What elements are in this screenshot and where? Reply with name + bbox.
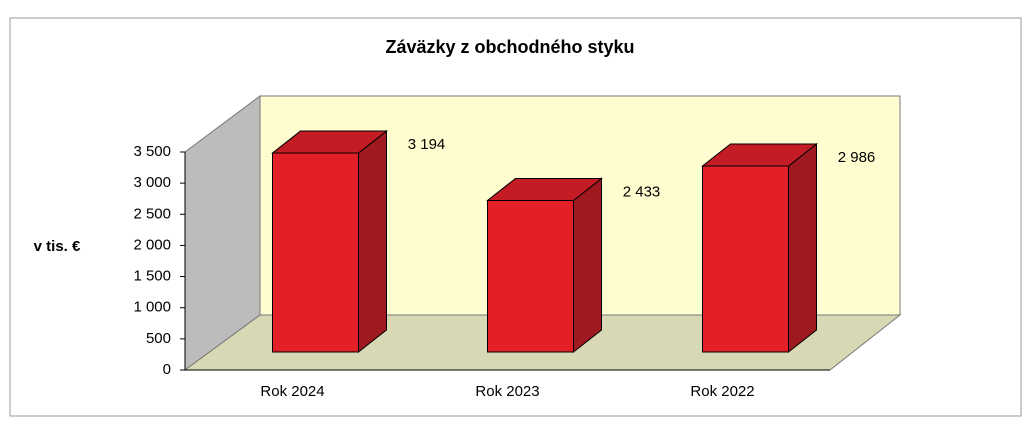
bar-side [573, 177, 602, 354]
bar-top [701, 143, 818, 167]
value-label: 3 194 [408, 136, 446, 153]
value-label: 2 986 [838, 149, 876, 166]
y-tick-label: 3 500 [133, 143, 171, 160]
bar-side [358, 130, 387, 354]
bar [701, 142, 818, 354]
y-tick-label: 2 500 [133, 205, 171, 222]
value-label: 2 433 [623, 183, 661, 200]
y-axis-label: v tis. € [34, 238, 81, 255]
bar-side [788, 142, 817, 354]
y-tick-label: 1 500 [133, 268, 171, 285]
y-tick-label: 1 000 [133, 299, 171, 316]
y-tick-label: 0 [163, 361, 171, 378]
bar-top [486, 177, 603, 201]
x-tick-label: Rok 2023 [475, 383, 539, 400]
bar-front [702, 165, 789, 353]
x-tick-label: Rok 2022 [690, 383, 754, 400]
bar-front [487, 199, 574, 353]
bar [486, 177, 603, 354]
bar-top [271, 130, 388, 154]
y-tick-label: 3 000 [133, 174, 171, 191]
y-tick-label: 500 [146, 330, 171, 347]
x-tick-label: Rok 2024 [260, 383, 324, 400]
bar-front [272, 152, 359, 353]
chart-title: Záväzky z obchodného styku [385, 37, 634, 57]
bar [271, 130, 388, 354]
y-tick-label: 2 000 [133, 236, 171, 253]
